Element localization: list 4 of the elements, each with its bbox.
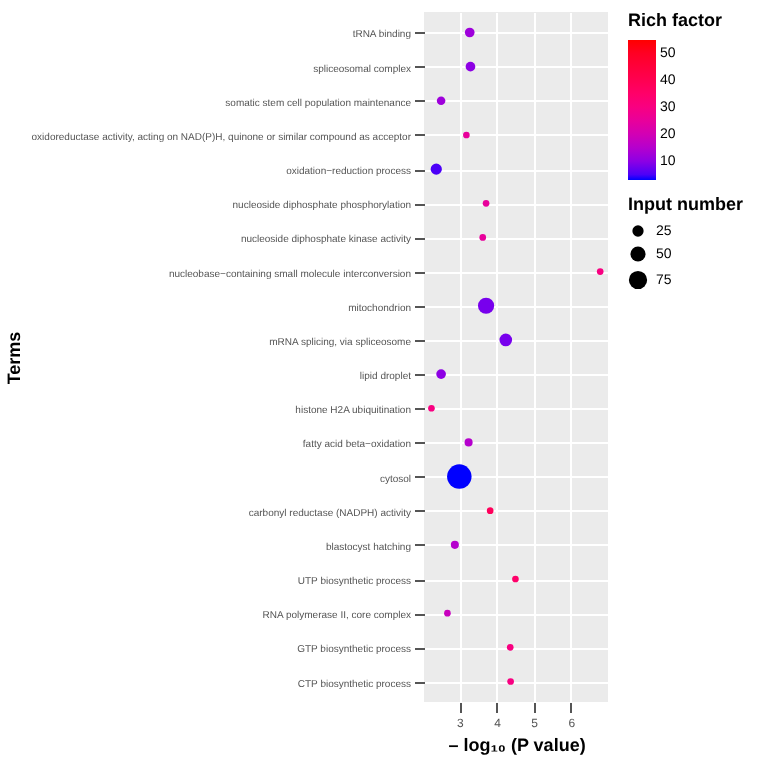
color-bar-title: Rich factor — [628, 10, 724, 30]
legend-title: Input number — [628, 194, 744, 214]
y-axis-title: Terms — [3, 331, 24, 385]
x-axis-title: – log₁₀ (P value) — [448, 735, 586, 755]
